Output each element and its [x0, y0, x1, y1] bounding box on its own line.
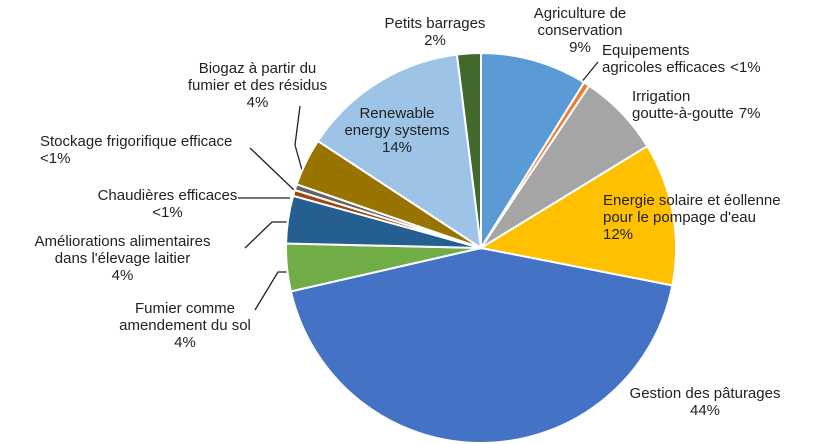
slice-label: Gestion des pâturages 44% [615, 385, 795, 419]
value-label: 14% [381, 139, 413, 156]
pie-slice [289, 246, 674, 444]
category-name: Energie solaire et éollenne pour le pomp… [603, 192, 781, 226]
slice-label: Fumier comme amendement du sol 4% [85, 300, 285, 351]
pie-slice [480, 51, 586, 252]
pie-slice [455, 51, 482, 249]
value-label: 9% [569, 39, 591, 56]
leader-line [254, 271, 287, 311]
value-label: <1% [730, 59, 761, 76]
leader-line [244, 221, 288, 249]
pie-slice [316, 53, 483, 251]
category-name: Améliorations alimentaires dans l'élevag… [34, 233, 211, 267]
category-name: Fumier comme amendement du sol [119, 300, 251, 334]
leader-line [579, 61, 599, 85]
value-label: 12% [603, 226, 634, 243]
slice-label: Equipements agricoles efficaces <1% [602, 42, 822, 76]
slice-label: Chaudières efficaces <1% [65, 187, 270, 221]
leader-line [249, 147, 295, 191]
slice-label: Renewable energy systems 14% [327, 105, 467, 156]
category-name: Biogaz à partir du fumier et des résidus [187, 60, 328, 94]
leader-line [294, 105, 303, 171]
pie-slice [478, 144, 677, 287]
value-label: 2% [424, 32, 446, 49]
slice-label: Energie solaire et éollenne pour le pomp… [603, 192, 833, 243]
category-name: Stockage frigorifique efficace [40, 133, 233, 150]
leader-lines [238, 61, 599, 311]
category-name: Agriculture de conservation [533, 5, 627, 39]
slice-label: Biogaz à partir du fumier et des résidus… [150, 60, 365, 111]
category-name: Chaudières efficaces [97, 187, 238, 204]
slice-label: Améliorations alimentaires dans l'élevag… [0, 233, 245, 284]
slice-label: Agriculture de conservation 9% [510, 5, 650, 56]
category-name: Renewable energy systems [344, 105, 450, 139]
category-name: Irrigation goutte-à-goutte [632, 88, 734, 122]
value-label: 4% [111, 267, 134, 284]
slice-label: Stockage frigorifique efficace <1% [40, 133, 300, 167]
category-name: Petits barrages [384, 15, 486, 32]
category-name: Gestion des pâturages [629, 385, 781, 402]
value-label: 4% [246, 94, 269, 111]
value-label: <1% [40, 150, 71, 167]
value-label: <1% [152, 204, 183, 221]
slice-label: Irrigation goutte-à-goutte 7% [632, 88, 832, 122]
value-label: 44% [689, 402, 721, 419]
value-label: 4% [174, 334, 196, 351]
slice-label: Petits barrages 2% [370, 15, 500, 49]
category-name: Equipements agricoles efficaces [602, 42, 726, 76]
value-label: 7% [738, 105, 761, 122]
slices [285, 51, 677, 444]
